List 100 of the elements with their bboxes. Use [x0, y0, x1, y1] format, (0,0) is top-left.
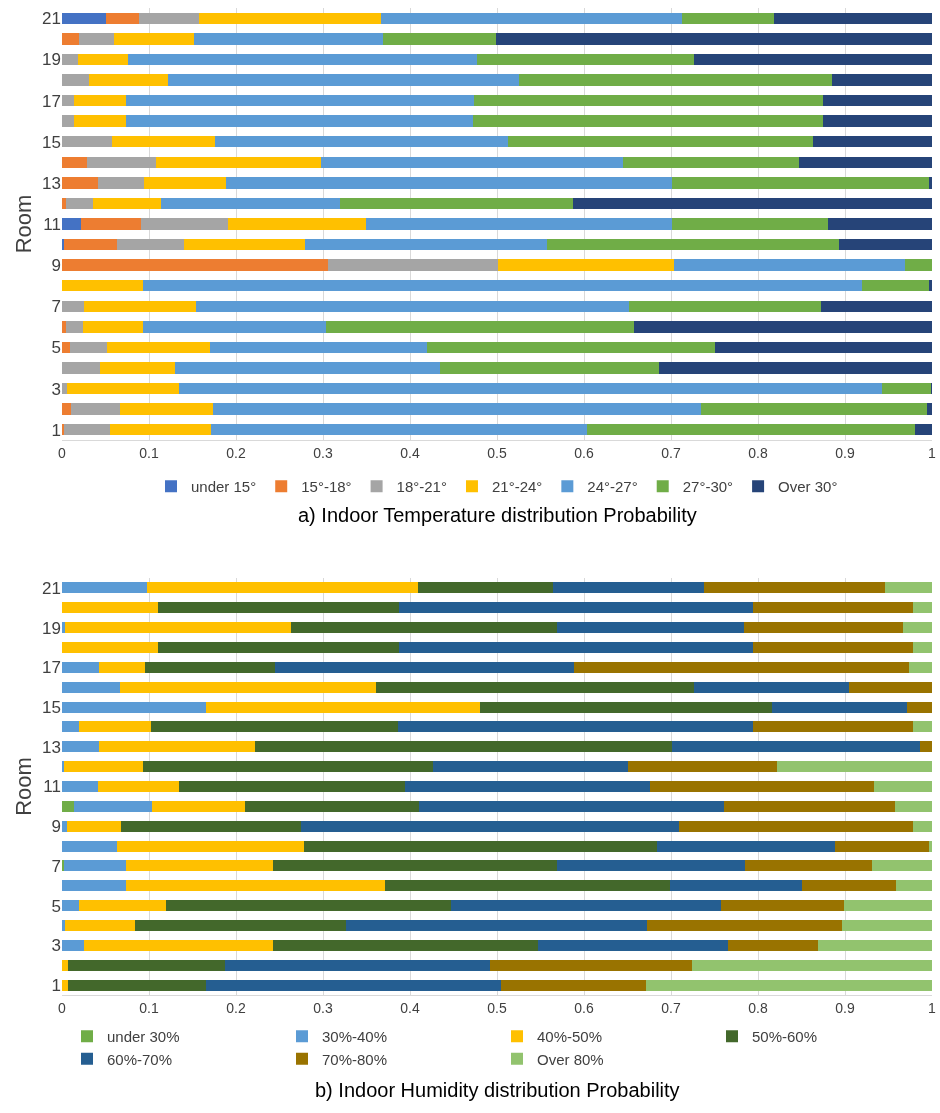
legend-label: 50%-60%	[752, 1028, 818, 1046]
bar	[321, 156, 624, 168]
bar	[62, 300, 84, 312]
legend-label: Over 30°	[778, 478, 838, 496]
bar	[142, 321, 326, 333]
bar	[882, 382, 932, 395]
bar	[62, 280, 143, 292]
bar	[210, 424, 588, 436]
bar	[226, 177, 672, 189]
bar	[844, 900, 932, 912]
bar	[365, 218, 672, 230]
bar	[142, 280, 862, 292]
bar	[476, 53, 695, 66]
bar	[912, 602, 932, 614]
bar	[861, 280, 930, 292]
bar	[194, 33, 384, 45]
legend-label: 15°-18°	[301, 478, 352, 496]
bar	[62, 661, 99, 673]
bar	[670, 880, 803, 892]
bar	[628, 761, 778, 773]
bar	[62, 53, 78, 66]
bar	[838, 238, 932, 251]
y-tick-label: 5	[51, 896, 61, 916]
bar	[62, 403, 71, 415]
bar	[646, 920, 842, 931]
bar	[83, 939, 273, 951]
y-tick-label: 1	[51, 976, 61, 996]
y-axis-title: Room	[10, 194, 36, 254]
bar	[835, 840, 930, 852]
x-tick-label: 0	[58, 999, 67, 1016]
legend-label: 21°-24°	[491, 478, 543, 496]
bar	[727, 939, 819, 951]
bar	[74, 94, 126, 107]
bar	[823, 94, 932, 107]
bar	[67, 820, 122, 832]
bar	[479, 701, 772, 713]
y-tick-label: 5	[51, 338, 61, 358]
y-tick-label: 13	[42, 737, 61, 757]
text: a) Indoor Temperature distribution Probability	[298, 504, 697, 526]
bar	[66, 321, 83, 333]
text: b) Indoor Humidity distribution Probability	[315, 1079, 680, 1101]
bar	[135, 920, 346, 931]
bar	[398, 642, 753, 653]
legend-label: under 30%	[107, 1028, 180, 1046]
bar	[98, 661, 145, 673]
bar	[623, 156, 799, 168]
bar	[873, 781, 932, 792]
bar	[62, 94, 75, 107]
bar	[125, 115, 473, 127]
legend-label: 30%-40%	[322, 1028, 388, 1046]
bar	[178, 382, 883, 395]
bar	[700, 403, 927, 415]
x-tick-label: 0.4	[400, 999, 420, 1016]
bar	[290, 622, 558, 634]
bar	[67, 382, 179, 395]
bar	[178, 781, 405, 792]
bar	[823, 115, 932, 127]
bar	[724, 800, 895, 812]
bar	[301, 820, 679, 832]
bar	[244, 800, 419, 812]
y-tick-label: 19	[42, 50, 61, 70]
bar	[720, 900, 845, 912]
x-tick-label: 0.2	[226, 999, 246, 1016]
bar	[673, 259, 906, 271]
bar	[633, 321, 932, 333]
bar	[144, 661, 276, 673]
y-tick-label: 7	[51, 856, 61, 876]
y-tick-label: 7	[51, 297, 61, 317]
bar	[62, 197, 67, 210]
bar	[926, 403, 932, 415]
x-tick-label: 0.8	[748, 999, 768, 1016]
bar	[275, 661, 575, 673]
bar	[120, 681, 377, 693]
bar	[841, 920, 932, 931]
bar	[384, 880, 671, 892]
x-tick-label: 1	[928, 999, 937, 1016]
bar	[83, 300, 196, 312]
x-tick-label: 0.9	[835, 444, 855, 461]
bar	[906, 701, 932, 713]
bar	[228, 218, 366, 230]
bar	[112, 136, 216, 148]
bar	[62, 701, 206, 713]
x-tick-label: 0.4	[400, 444, 420, 461]
bar	[62, 681, 121, 693]
y-tick-label: 3	[51, 936, 61, 956]
bar	[929, 280, 932, 292]
bar	[165, 900, 451, 912]
x-tick-label: 0.5	[487, 999, 507, 1016]
bar	[752, 602, 913, 614]
bar	[62, 602, 158, 614]
bar	[215, 136, 509, 148]
bar	[345, 920, 647, 931]
bar	[255, 741, 672, 753]
bar	[62, 900, 80, 912]
bar	[62, 781, 98, 792]
bar	[62, 177, 98, 189]
bar	[915, 424, 932, 436]
bar	[62, 979, 69, 991]
bar	[74, 800, 152, 812]
bar	[418, 800, 725, 812]
